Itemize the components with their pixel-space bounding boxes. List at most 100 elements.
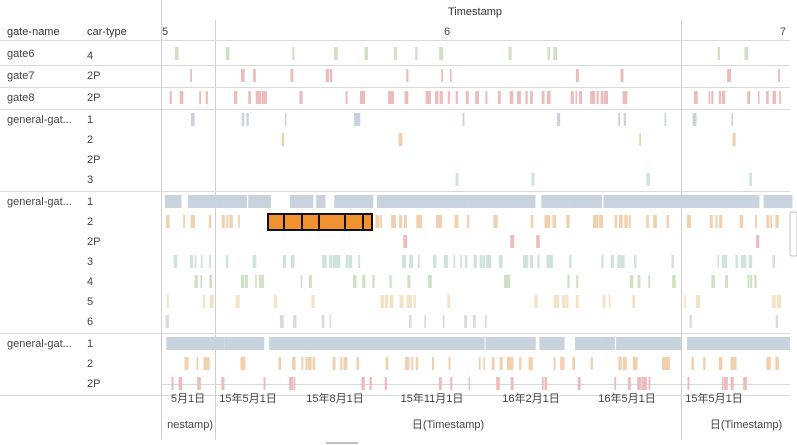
event-mark bbox=[499, 255, 503, 268]
event-mark bbox=[221, 215, 225, 228]
event-mark bbox=[593, 215, 597, 228]
event-mark bbox=[725, 275, 728, 288]
event-mark bbox=[190, 255, 193, 268]
event-mark bbox=[553, 47, 557, 60]
event-mark bbox=[547, 47, 550, 60]
event-mark bbox=[354, 113, 357, 126]
car-type-label: 3 bbox=[87, 256, 93, 268]
event-mark bbox=[229, 215, 233, 228]
event-mark bbox=[353, 275, 357, 288]
event-mark bbox=[631, 275, 634, 288]
event-mark bbox=[778, 295, 782, 308]
event-mark bbox=[687, 377, 690, 390]
event-mark bbox=[209, 255, 212, 268]
event-mark bbox=[253, 337, 265, 350]
event-mark bbox=[608, 295, 611, 308]
event-mark bbox=[377, 195, 390, 208]
vertical-scrollbar[interactable] bbox=[789, 211, 797, 257]
event-mark bbox=[203, 295, 206, 308]
event-mark bbox=[332, 357, 336, 370]
event-mark bbox=[399, 215, 403, 228]
event-mark bbox=[497, 337, 505, 350]
car-type-header: car-type bbox=[87, 26, 127, 38]
event-mark bbox=[241, 357, 246, 370]
top-tick-5: 5 bbox=[162, 26, 168, 38]
event-mark bbox=[411, 357, 414, 370]
event-mark bbox=[284, 113, 287, 126]
event-mark bbox=[719, 215, 723, 228]
event-mark bbox=[522, 255, 525, 268]
event-mark bbox=[400, 295, 404, 308]
event-mark bbox=[468, 377, 471, 390]
event-mark bbox=[308, 275, 312, 288]
event-mark bbox=[772, 255, 775, 268]
event-mark bbox=[464, 255, 468, 268]
event-mark bbox=[776, 295, 779, 308]
event-mark bbox=[375, 215, 380, 228]
event-mark bbox=[263, 377, 266, 390]
event-mark bbox=[178, 377, 183, 390]
event-mark bbox=[436, 215, 440, 228]
event-mark bbox=[348, 255, 353, 268]
event-mark bbox=[537, 255, 540, 268]
event-mark bbox=[261, 91, 266, 104]
event-mark bbox=[730, 195, 745, 208]
event-mark bbox=[687, 337, 703, 350]
event-mark bbox=[402, 255, 406, 268]
event-mark bbox=[774, 195, 781, 208]
event-mark bbox=[332, 255, 337, 268]
event-mark bbox=[441, 69, 444, 82]
event-mark bbox=[199, 91, 202, 104]
event-mark bbox=[336, 255, 340, 268]
event-mark bbox=[329, 315, 332, 328]
event-mark bbox=[730, 357, 735, 370]
event-mark bbox=[171, 377, 174, 390]
event-mark bbox=[478, 195, 499, 208]
event-mark bbox=[575, 295, 579, 308]
bottom-tick-label: 15年11月1日 bbox=[401, 391, 464, 405]
event-mark bbox=[600, 91, 604, 104]
event-mark bbox=[557, 113, 561, 126]
selected-mark-divider bbox=[318, 214, 320, 230]
event-mark bbox=[460, 255, 462, 268]
event-mark bbox=[617, 255, 621, 268]
event-mark bbox=[621, 255, 625, 268]
event-mark bbox=[552, 215, 555, 228]
event-mark bbox=[703, 357, 706, 370]
event-mark bbox=[385, 295, 389, 308]
event-mark bbox=[642, 337, 667, 350]
event-mark bbox=[389, 295, 394, 308]
event-mark bbox=[497, 91, 501, 104]
car-type-label: 2 bbox=[87, 134, 93, 146]
car-type-label: 2 bbox=[87, 216, 93, 228]
selected-mark-divider bbox=[283, 214, 285, 230]
event-mark bbox=[194, 275, 198, 288]
event-mark bbox=[620, 69, 624, 82]
event-mark bbox=[325, 69, 329, 82]
event-mark bbox=[753, 337, 774, 350]
event-mark bbox=[434, 195, 451, 208]
event-mark bbox=[618, 113, 620, 126]
event-mark bbox=[299, 91, 302, 104]
event-mark bbox=[415, 47, 418, 60]
event-mark bbox=[715, 215, 718, 228]
car-type-label: 3 bbox=[87, 174, 93, 186]
event-mark bbox=[689, 315, 692, 328]
event-mark bbox=[599, 215, 604, 228]
event-mark bbox=[496, 377, 500, 390]
event-mark bbox=[646, 173, 650, 186]
event-mark bbox=[739, 215, 744, 228]
event-mark bbox=[530, 91, 533, 104]
event-mark bbox=[672, 275, 676, 288]
event-mark bbox=[184, 357, 189, 370]
event-mark bbox=[237, 337, 247, 350]
event-mark bbox=[766, 357, 771, 370]
event-mark bbox=[345, 357, 348, 370]
event-mark bbox=[619, 357, 622, 370]
car-type-label: 1 bbox=[87, 338, 93, 350]
car-type-label: 2 bbox=[87, 358, 93, 370]
event-mark bbox=[735, 255, 738, 268]
event-mark bbox=[506, 275, 511, 288]
event-mark bbox=[415, 357, 419, 370]
event-mark bbox=[590, 91, 592, 104]
